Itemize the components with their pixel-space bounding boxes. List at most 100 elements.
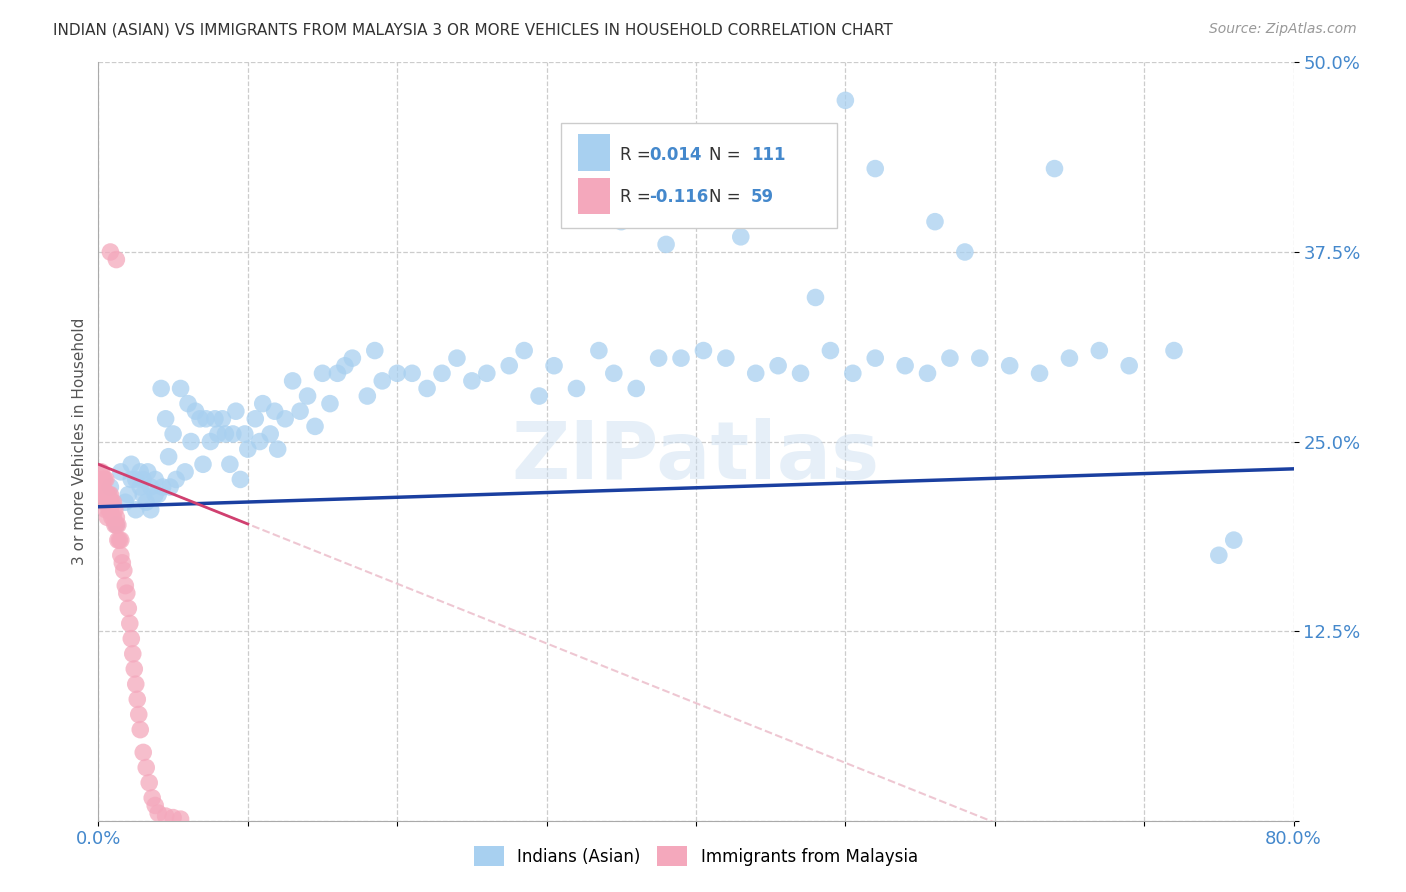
Point [214, 427, 236, 442]
Point [939, 351, 962, 366]
Point [188, 412, 211, 426]
Point [191, 458, 214, 472]
Point [953, 244, 976, 259]
Point [117, 487, 139, 501]
Point [174, 465, 197, 479]
Point [1223, 533, 1246, 548]
Point [110, 533, 132, 548]
Point [143, 487, 166, 501]
Point [159, 480, 181, 494]
Point [90, 465, 112, 479]
Point [319, 396, 342, 410]
Point [152, 480, 174, 494]
Point [101, 510, 124, 524]
Point [105, 517, 128, 532]
Text: ZIPatlas: ZIPatlas [512, 417, 880, 496]
Point [820, 343, 842, 358]
Y-axis label: 3 or more Vehicles in Household: 3 or more Vehicles in Household [72, 318, 87, 566]
Point [132, 487, 155, 501]
Point [1043, 161, 1066, 176]
Point [128, 707, 150, 722]
Point [97, 503, 120, 517]
Point [969, 351, 991, 366]
Point [125, 677, 148, 691]
Point [93, 473, 115, 487]
Point [124, 662, 146, 676]
Point [125, 503, 148, 517]
Point [104, 503, 127, 517]
Point [91, 487, 114, 501]
Point [259, 427, 281, 442]
Point [121, 647, 143, 661]
Point [120, 473, 142, 487]
Point [98, 480, 122, 494]
Point [103, 510, 125, 524]
Point [111, 556, 134, 570]
Point [446, 351, 468, 366]
Point [543, 359, 565, 373]
Point [834, 94, 856, 108]
Point [110, 465, 132, 479]
Point [93, 495, 115, 509]
Point [371, 374, 394, 388]
Point [139, 503, 162, 517]
Text: N =: N = [709, 145, 747, 163]
Point [195, 412, 218, 426]
Point [1208, 548, 1230, 563]
Point [148, 487, 170, 501]
Point [169, 382, 191, 396]
Point [588, 343, 610, 358]
Point [211, 412, 233, 426]
Point [120, 458, 142, 472]
Point [132, 746, 155, 760]
Point [120, 632, 142, 646]
Point [148, 806, 170, 821]
Point [90, 480, 112, 494]
Point [924, 214, 946, 228]
Point [267, 442, 290, 457]
Point [326, 366, 349, 380]
Point [96, 495, 118, 509]
Point [162, 427, 184, 442]
Legend: Indians (Asian), Immigrants from Malaysia: Indians (Asian), Immigrants from Malaysi… [467, 839, 925, 873]
Point [513, 343, 536, 358]
Point [236, 442, 259, 457]
Point [103, 495, 125, 509]
Point [222, 427, 245, 442]
Point [565, 382, 588, 396]
Point [917, 366, 939, 380]
Point [104, 517, 127, 532]
Point [165, 473, 187, 487]
Text: 111: 111 [751, 145, 786, 163]
Point [135, 760, 157, 774]
Text: -0.116: -0.116 [650, 188, 709, 206]
Point [105, 510, 128, 524]
Point [129, 723, 152, 737]
Point [94, 473, 117, 487]
Point [692, 343, 714, 358]
Point [117, 601, 139, 615]
Point [233, 427, 256, 442]
Point [204, 412, 226, 426]
Point [105, 517, 128, 532]
Point [118, 616, 141, 631]
Point [115, 586, 138, 600]
Point [401, 366, 423, 380]
Point [252, 396, 274, 410]
Point [998, 359, 1021, 373]
Point [125, 473, 148, 487]
Point [96, 510, 118, 524]
Point [98, 495, 122, 509]
Point [169, 812, 191, 826]
Point [766, 359, 789, 373]
Point [101, 495, 124, 509]
Point [304, 419, 326, 434]
Point [129, 480, 152, 494]
Point [107, 533, 129, 548]
Point [1163, 343, 1185, 358]
Point [288, 404, 311, 418]
Point [143, 798, 166, 813]
Text: 59: 59 [751, 188, 775, 206]
Point [498, 359, 520, 373]
Point [180, 434, 202, 449]
